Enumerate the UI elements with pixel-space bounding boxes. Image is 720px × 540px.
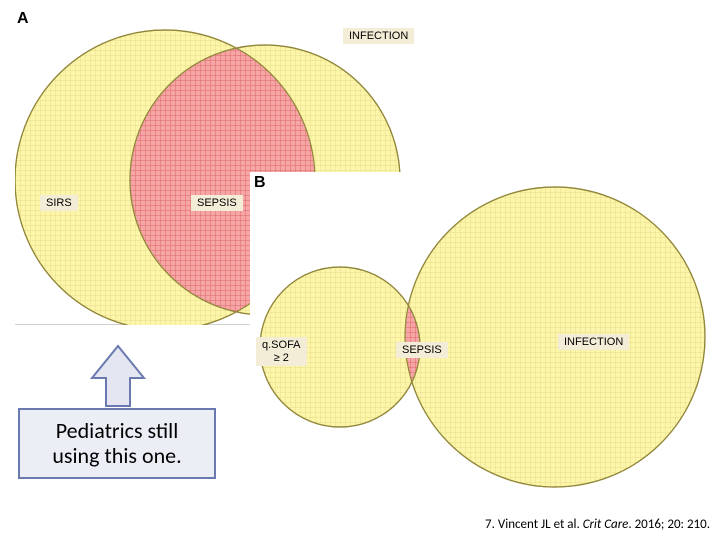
citation-prefix: 7. Vincent JL et al.	[485, 517, 583, 532]
label-sirs: SIRS	[40, 195, 78, 211]
callout-line2: using this one.	[34, 443, 200, 468]
callout-line1: Pediatrics still	[34, 418, 200, 443]
panel-letter-a: A	[17, 10, 29, 28]
label-qsofa: q.SOFA ≥ 2	[256, 337, 307, 366]
citation: 7. Vincent JL et al. Crit Care. 2016; 20…	[485, 517, 710, 532]
label-sepsis-a: SEPSIS	[191, 195, 243, 211]
venn-b	[250, 172, 720, 490]
callout-arrow	[78, 342, 158, 412]
label-infection-b: INFECTION	[558, 334, 629, 350]
label-infection-a: INFECTION	[343, 28, 414, 44]
label-qsofa-line2: ≥ 2	[274, 352, 289, 364]
callout-box: Pediatrics still using this one.	[18, 408, 216, 479]
panel-b: B q.SOFA ≥ 2 SEPSIS INFECTION	[250, 172, 720, 490]
citation-journal: Crit Care	[583, 517, 629, 532]
panel-letter-b: B	[254, 174, 266, 192]
citation-suffix: . 2016; 20: 210.	[628, 517, 710, 532]
label-sepsis-b: SEPSIS	[396, 342, 448, 358]
circle-infection-b	[405, 187, 705, 487]
label-qsofa-line1: q.SOFA	[262, 339, 301, 351]
